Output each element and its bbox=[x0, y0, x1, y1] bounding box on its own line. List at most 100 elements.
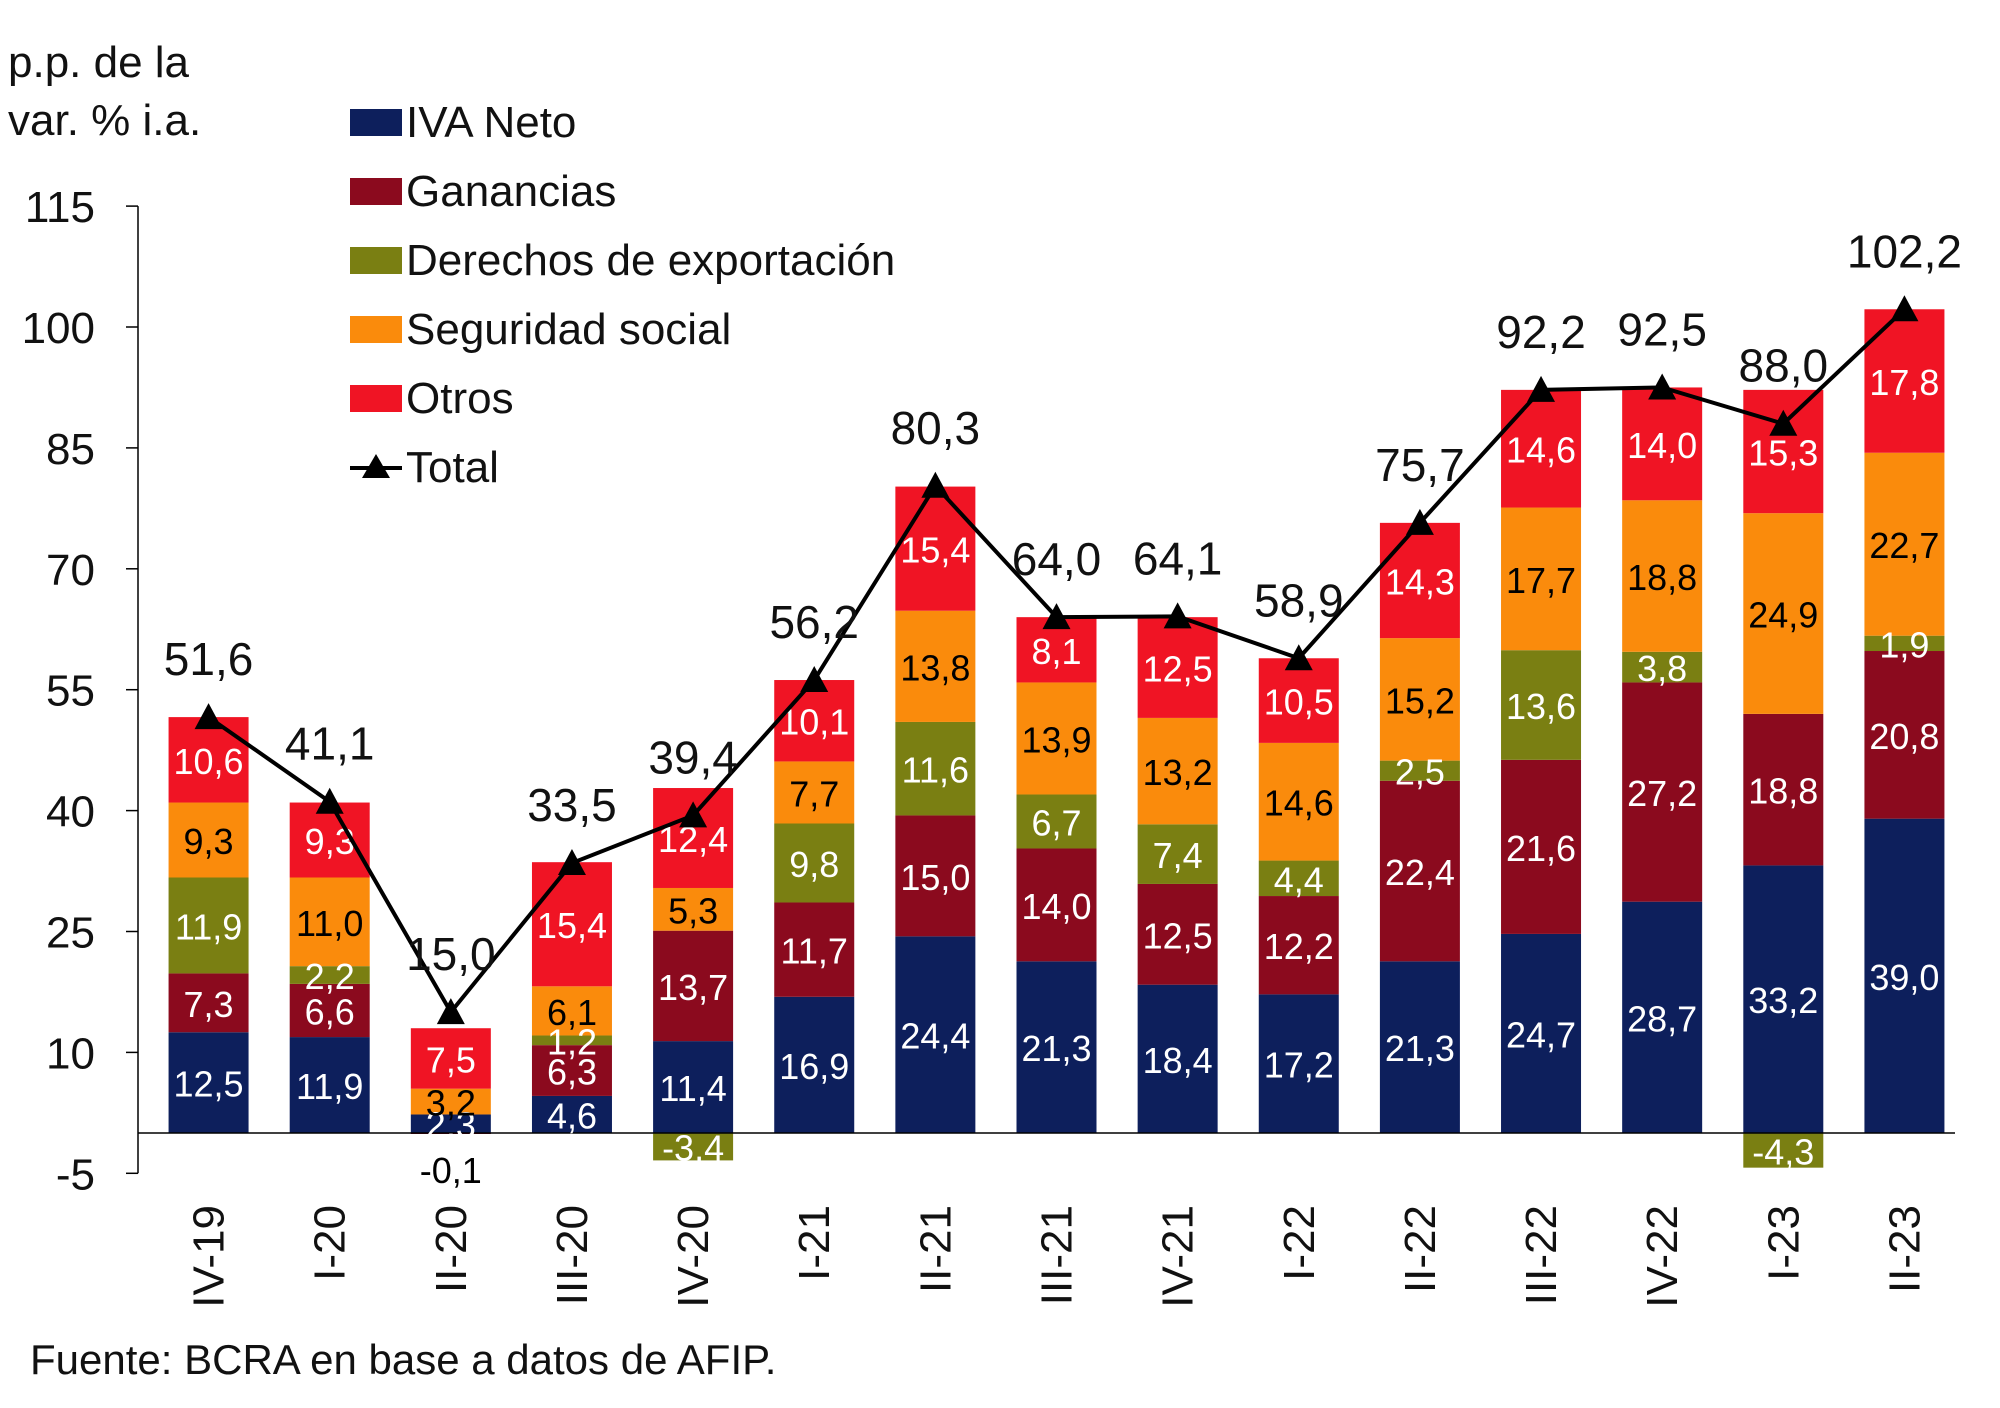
bar-segment bbox=[289, 1037, 370, 1133]
bar-segment bbox=[168, 1032, 249, 1133]
bar-segment bbox=[1258, 658, 1339, 743]
y-tick-label: 25 bbox=[46, 909, 95, 958]
y-tick-label: 100 bbox=[22, 304, 95, 353]
legend-swatch bbox=[350, 316, 402, 343]
segment-label: 11,6 bbox=[902, 750, 969, 791]
bar-segment bbox=[1379, 780, 1460, 962]
segment-label: 11,4 bbox=[659, 1068, 726, 1109]
x-tick-label: IV-21 bbox=[1154, 1205, 1203, 1308]
segment-label: 27,2 bbox=[1627, 773, 1697, 814]
total-marker bbox=[921, 471, 950, 498]
segment-label: 17,7 bbox=[1506, 560, 1576, 601]
segment-label: 6,1 bbox=[547, 992, 597, 1033]
legend-swatch bbox=[350, 178, 402, 205]
total-label: 41,1 bbox=[285, 718, 375, 770]
segment-label: 33,2 bbox=[1748, 980, 1818, 1021]
y-tick-label: 85 bbox=[46, 425, 95, 474]
segment-label: 6,6 bbox=[305, 991, 355, 1032]
segment-label: 39,0 bbox=[1869, 957, 1939, 998]
segment-label: 6,7 bbox=[1031, 802, 1081, 843]
legend-item-otros: Otros bbox=[350, 364, 895, 433]
y-tick-label: 115 bbox=[25, 183, 95, 232]
bar-segment bbox=[289, 802, 370, 878]
x-tick-label: I-22 bbox=[1275, 1205, 1324, 1281]
segment-label: 13,6 bbox=[1506, 686, 1576, 727]
segment-label: 3,8 bbox=[1637, 648, 1687, 689]
total-label: 92,5 bbox=[1617, 303, 1707, 355]
segment-label: -3,4 bbox=[662, 1128, 724, 1169]
segment-label: 21,6 bbox=[1506, 828, 1576, 869]
segment-label: 9,3 bbox=[305, 821, 355, 862]
total-label: 88,0 bbox=[1739, 340, 1829, 392]
segment-label: 24,9 bbox=[1748, 595, 1818, 636]
bar-segment bbox=[1258, 896, 1339, 995]
bar-segment bbox=[1137, 717, 1218, 825]
bar-segment bbox=[1379, 522, 1460, 639]
bar-segment bbox=[1016, 682, 1097, 795]
bar-segment bbox=[531, 1095, 612, 1133]
bar-segment bbox=[1622, 387, 1703, 501]
segment-label: 9,3 bbox=[184, 821, 234, 862]
bar-segment bbox=[1016, 794, 1097, 849]
bar-segment bbox=[1501, 650, 1582, 760]
segment-label: 7,4 bbox=[1153, 835, 1203, 876]
bar-segment bbox=[1258, 860, 1339, 897]
segment-label: 1,2 bbox=[547, 1021, 597, 1062]
bar-segment bbox=[774, 996, 855, 1133]
y-tick-label: 55 bbox=[46, 667, 95, 716]
bar-segment bbox=[774, 823, 855, 903]
bar-segment bbox=[1864, 452, 1945, 636]
total-label: 33,5 bbox=[527, 779, 617, 831]
segment-label: 21,3 bbox=[1021, 1028, 1091, 1069]
segment-label: 11,9 bbox=[175, 906, 242, 947]
segment-label: 12,5 bbox=[174, 1064, 244, 1105]
bar-segment bbox=[895, 815, 976, 937]
bar-segment bbox=[653, 1133, 734, 1161]
bar-segment bbox=[531, 1045, 612, 1096]
segment-label: 14,6 bbox=[1264, 783, 1334, 824]
segment-label: 20,8 bbox=[1869, 716, 1939, 757]
segment-label: 11,7 bbox=[781, 931, 848, 972]
y-axis-title: p.p. de la var. % i.a. bbox=[8, 38, 202, 145]
segment-label: 9,8 bbox=[789, 844, 839, 885]
segment-label: 15,4 bbox=[537, 905, 607, 946]
bar-segment bbox=[1016, 848, 1097, 962]
bar-segment bbox=[168, 877, 249, 974]
segment-label: 15,3 bbox=[1748, 433, 1818, 474]
segment-label: 17,8 bbox=[1869, 362, 1939, 403]
segment-label: 14,0 bbox=[1627, 425, 1697, 466]
x-tick-label: III-20 bbox=[548, 1205, 597, 1305]
total-label: 75,7 bbox=[1375, 439, 1465, 491]
segment-label: 18,4 bbox=[1143, 1040, 1213, 1081]
total-label: 102,2 bbox=[1847, 225, 1962, 277]
total-marker bbox=[1527, 375, 1556, 402]
bar-segment bbox=[1743, 713, 1824, 866]
total-label: 92,2 bbox=[1496, 306, 1586, 358]
segment-label: 14,0 bbox=[1021, 886, 1091, 927]
total-marker bbox=[315, 787, 344, 814]
segment-label: 13,7 bbox=[658, 967, 728, 1008]
bar-segment bbox=[410, 1088, 491, 1115]
source-note: Fuente: BCRA en base a datos de AFIP. bbox=[30, 1336, 777, 1383]
segment-label: 2,3 bbox=[426, 1105, 476, 1146]
bar-segment bbox=[895, 721, 976, 816]
bar-segment bbox=[1137, 617, 1218, 718]
total-marker bbox=[557, 848, 586, 875]
segment-label: 10,5 bbox=[1264, 682, 1334, 723]
total-label: 51,6 bbox=[164, 633, 254, 685]
segment-label: 5,3 bbox=[668, 890, 718, 931]
segment-label: 7,5 bbox=[426, 1039, 476, 1080]
segment-label: 12,5 bbox=[1143, 915, 1213, 956]
y-tick-label: 10 bbox=[46, 1029, 95, 1078]
x-tick-label: II-21 bbox=[911, 1205, 960, 1293]
bar-segment bbox=[774, 902, 855, 997]
bar-segment bbox=[895, 936, 976, 1133]
segment-label: 15,0 bbox=[900, 857, 970, 898]
legend-item-ganancias: Ganancias bbox=[350, 157, 895, 226]
bar-segment bbox=[895, 610, 976, 722]
legend: IVA Neto Ganancias Derechos de exportaci… bbox=[350, 88, 895, 502]
bar-segment bbox=[1379, 638, 1460, 761]
segment-label: 2,2 bbox=[305, 956, 355, 997]
legend-label: Seguridad social bbox=[406, 304, 732, 354]
legend-label: Otros bbox=[406, 373, 514, 423]
